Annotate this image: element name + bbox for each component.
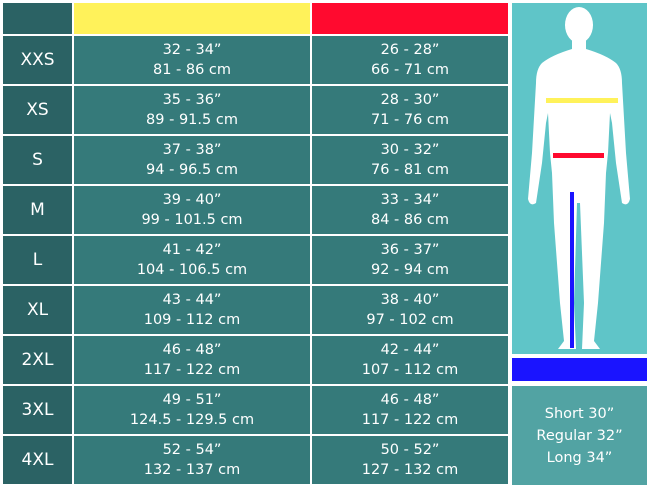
chest-cell: 43 - 44” 109 - 112 cm xyxy=(74,286,310,334)
chest-inches: 49 - 51” xyxy=(162,392,222,408)
chest-cm: 81 - 86 cm xyxy=(152,62,232,78)
size-label: L xyxy=(3,236,72,284)
waist-cm: 127 - 132 cm xyxy=(361,462,459,478)
size-text: XXS xyxy=(20,50,55,70)
chest-cm: 89 - 91.5 cm xyxy=(146,112,238,128)
waist-inches: 28 - 30” xyxy=(380,92,440,108)
chest-cm: 94 - 96.5 cm xyxy=(146,162,238,178)
size-text: 2XL xyxy=(21,350,54,370)
waist-measure-line xyxy=(553,153,604,158)
size-label: M xyxy=(3,186,72,234)
size-label: S xyxy=(3,136,72,184)
chest-cell: 52 - 54” 132 - 137 cm xyxy=(74,436,310,484)
chest-cm: 104 - 106.5 cm xyxy=(136,262,248,278)
chest-inches: 43 - 44” xyxy=(162,292,222,308)
waist-cell: 33 - 34” 84 - 86 cm xyxy=(312,186,508,234)
inseam-color-header xyxy=(512,358,647,381)
size-label: XS xyxy=(3,86,72,134)
header-corner xyxy=(3,3,72,34)
inseam-short: Short 30” xyxy=(544,405,615,422)
chest-inches: 39 - 40” xyxy=(162,192,222,208)
chest-cell: 49 - 51” 124.5 - 129.5 cm xyxy=(74,386,310,434)
waist-inches: 38 - 40” xyxy=(380,292,440,308)
chest-measure-line xyxy=(546,98,618,103)
waist-cm: 66 - 71 cm xyxy=(370,62,450,78)
waist-cell: 28 - 30” 71 - 76 cm xyxy=(312,86,508,134)
waist-inches: 42 - 44” xyxy=(380,342,440,358)
waist-inches: 50 - 52” xyxy=(380,442,440,458)
chest-inches: 35 - 36” xyxy=(162,92,222,108)
size-text: M xyxy=(30,200,45,220)
size-text: S xyxy=(32,150,43,170)
size-text: 3XL xyxy=(21,400,54,420)
size-label: 2XL xyxy=(3,336,72,384)
waist-inches: 33 - 34” xyxy=(380,192,440,208)
waist-cell: 30 - 32” 76 - 81 cm xyxy=(312,136,508,184)
waist-cell: 38 - 40” 97 - 102 cm xyxy=(312,286,508,334)
chest-cell: 32 - 34” 81 - 86 cm xyxy=(74,36,310,84)
chest-cm: 132 - 137 cm xyxy=(143,462,241,478)
inseam-lengths: Short 30” Regular 32” Long 34” xyxy=(512,386,647,485)
size-text: L xyxy=(32,250,43,270)
chest-cell: 41 - 42” 104 - 106.5 cm xyxy=(74,236,310,284)
chest-cm: 124.5 - 129.5 cm xyxy=(129,412,255,428)
waist-cm: 117 - 122 cm xyxy=(361,412,459,428)
size-label: XXS xyxy=(3,36,72,84)
waist-cm: 84 - 86 cm xyxy=(370,212,450,228)
chest-inches: 41 - 42” xyxy=(162,242,222,258)
waist-inches: 26 - 28” xyxy=(380,42,440,58)
chest-cell: 46 - 48” 117 - 122 cm xyxy=(74,336,310,384)
chest-cell: 35 - 36” 89 - 91.5 cm xyxy=(74,86,310,134)
inseam-measure-line xyxy=(570,192,574,348)
waist-cm: 76 - 81 cm xyxy=(370,162,450,178)
waist-cm: 97 - 102 cm xyxy=(366,312,454,328)
human-figure-icon xyxy=(528,7,630,349)
chest-cm: 117 - 122 cm xyxy=(143,362,241,378)
waist-inches: 30 - 32” xyxy=(380,142,440,158)
chest-inches: 32 - 34” xyxy=(162,42,222,58)
inseam-long: Long 34” xyxy=(546,449,613,466)
waist-cm: 107 - 112 cm xyxy=(361,362,459,378)
waist-cell: 46 - 48” 117 - 122 cm xyxy=(312,386,508,434)
chest-color-header xyxy=(74,3,310,34)
waist-cell: 50 - 52” 127 - 132 cm xyxy=(312,436,508,484)
size-text: XL xyxy=(26,300,49,320)
size-text: 4XL xyxy=(21,450,54,470)
chest-cell: 37 - 38” 94 - 96.5 cm xyxy=(74,136,310,184)
chest-cell: 39 - 40” 99 - 101.5 cm xyxy=(74,186,310,234)
chest-inches: 46 - 48” xyxy=(162,342,222,358)
size-label: 3XL xyxy=(3,386,72,434)
size-text: XS xyxy=(26,100,49,120)
waist-inches: 36 - 37” xyxy=(380,242,440,258)
waist-cm: 71 - 76 cm xyxy=(370,112,450,128)
chest-inches: 37 - 38” xyxy=(162,142,222,158)
inseam-regular: Regular 32” xyxy=(536,427,623,444)
waist-cell: 42 - 44” 107 - 112 cm xyxy=(312,336,508,384)
size-label: XL xyxy=(3,286,72,334)
waist-color-header xyxy=(312,3,508,34)
body-diagram xyxy=(512,3,647,354)
waist-inches: 46 - 48” xyxy=(380,392,440,408)
waist-cell: 26 - 28” 66 - 71 cm xyxy=(312,36,508,84)
waist-cm: 92 - 94 cm xyxy=(370,262,450,278)
size-label: 4XL xyxy=(3,436,72,484)
chest-cm: 99 - 101.5 cm xyxy=(141,212,243,228)
chest-inches: 52 - 54” xyxy=(162,442,222,458)
waist-cell: 36 - 37” 92 - 94 cm xyxy=(312,236,508,284)
chest-cm: 109 - 112 cm xyxy=(143,312,241,328)
